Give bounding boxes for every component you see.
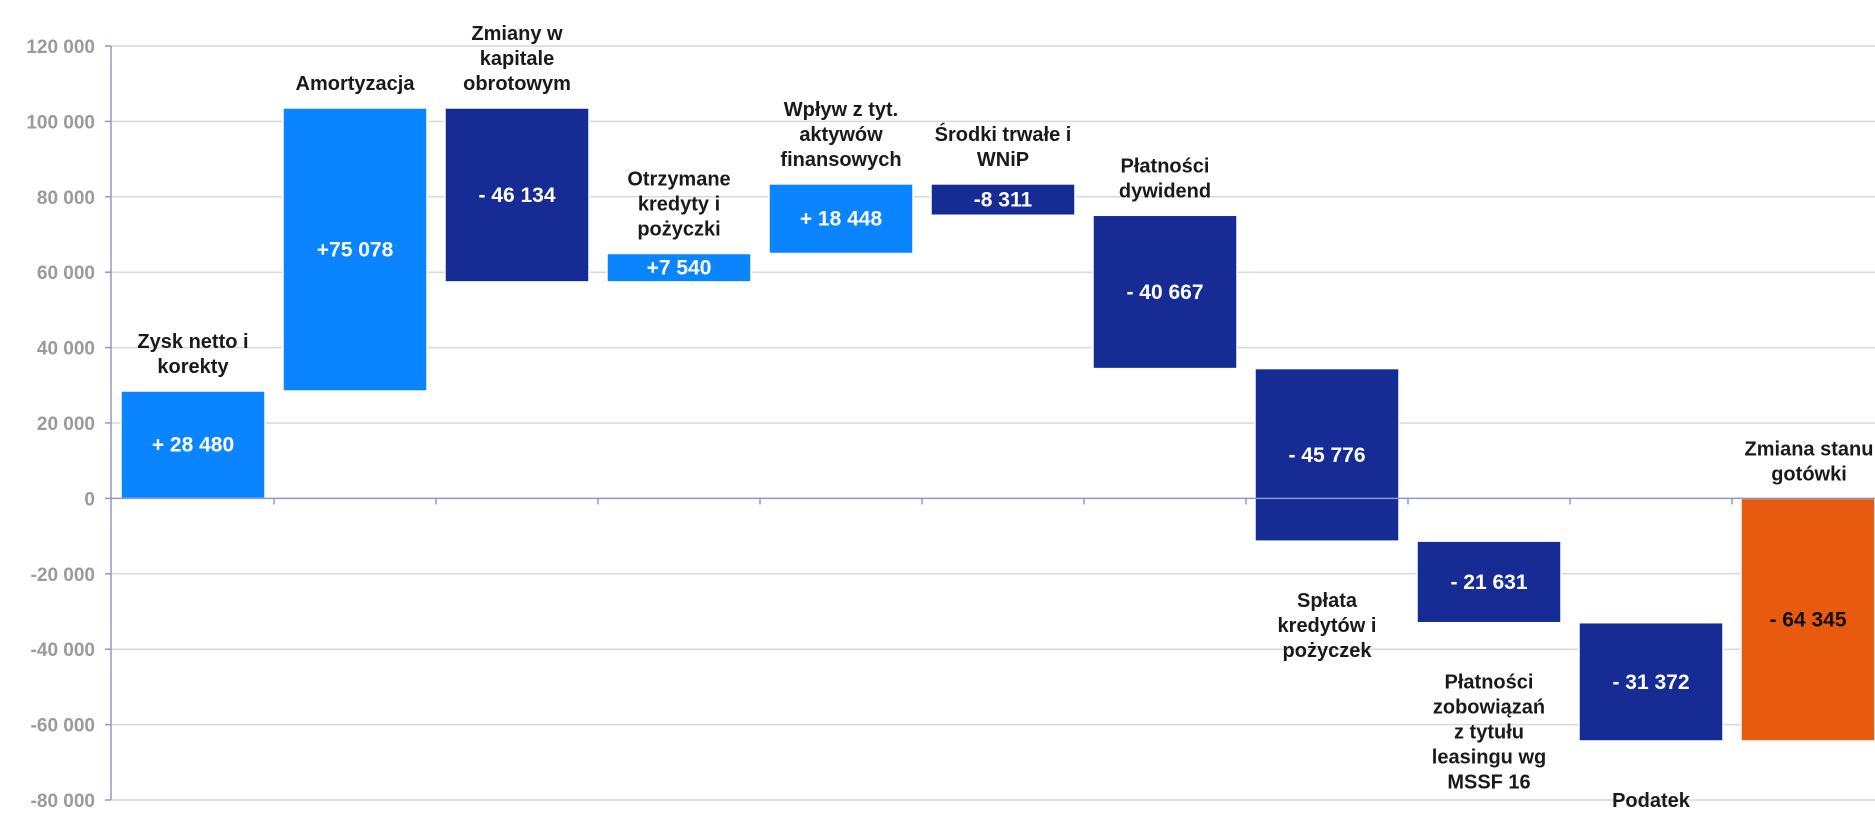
bar-value-label: - 46 134	[478, 184, 555, 207]
category-label: Środki trwałe i WNiP	[935, 122, 1072, 171]
y-tick-label: 120 000	[26, 37, 95, 58]
bar-value-label: + 28 480	[152, 434, 234, 457]
category-label: Wpływ z tyt. aktywów finansowych	[780, 99, 901, 171]
category-label-line: gotówki	[1771, 463, 1847, 485]
category-labels: Zysk netto i korekty Amortyzacja Zmiany w ka…	[137, 23, 1874, 813]
category-label-line: Spłata	[1297, 590, 1358, 612]
waterfall-bar	[606, 252, 752, 283]
category-label: Podatekdochodowy	[1595, 790, 1707, 813]
waterfall-bar	[1578, 621, 1724, 742]
waterfall-bar	[1740, 497, 1875, 742]
category-label-line: Podatek	[1612, 790, 1691, 812]
category-label: Płatności dywidend	[1119, 155, 1211, 202]
category-label-line: WNiP	[977, 149, 1029, 171]
category-label: Zmiany w kapitale obrotowym	[463, 23, 571, 95]
waterfall-bar	[282, 107, 428, 392]
bar-value-label: - 45 776	[1288, 444, 1365, 467]
y-tick-label: 60 000	[37, 263, 95, 284]
category-label-line: Zysk netto i	[137, 331, 248, 353]
category-label-line: Płatności	[1445, 672, 1534, 694]
category-label: Spłata kredytów i pożyczek	[1278, 590, 1377, 662]
y-tick-label: 20 000	[37, 414, 95, 435]
y-tick-label: 40 000	[37, 339, 95, 360]
category-label-line: dywidend	[1119, 180, 1211, 202]
waterfall-bar	[1092, 214, 1238, 370]
bars: + 28 480 +75 078 - 46 134 +7 540 + 18 448 -8 …	[120, 107, 1875, 742]
category-label-line: Amortyzacja	[296, 73, 416, 95]
bar-value-label: +75 078	[317, 239, 394, 262]
category-label-line: MSSF 16	[1447, 772, 1530, 794]
category-label-line: obrotowym	[463, 73, 571, 95]
category-label-line: kapitale	[480, 48, 554, 70]
y-axis-tick-labels: 120 000 100 000 80 000 60 000 40 000 20 000 0 -…	[26, 37, 95, 812]
bar-value-label: - 21 631	[1450, 571, 1527, 594]
category-label-line: pożyczek	[1283, 640, 1373, 662]
category-label-line: Środki trwałe i	[935, 122, 1072, 146]
bar-value-label: +7 540	[647, 257, 712, 280]
category-label-line: kredyty i	[638, 193, 720, 215]
y-tick-label: -40 000	[31, 640, 95, 661]
waterfall-bar	[444, 107, 590, 283]
category-label: Płatności zobowiązań z tytułu leasingu wg MS…	[1432, 672, 1546, 794]
category-label: Zmiana stanu gotówki	[1745, 438, 1874, 485]
waterfall-bar	[120, 390, 266, 500]
category-label: Zysk netto i korekty	[137, 331, 248, 378]
category-label-line: pożyczki	[637, 218, 720, 240]
category-label-line: finansowych	[780, 149, 901, 171]
bar-value-label: - 64 345	[1769, 609, 1846, 632]
bar-value-label: - 40 667	[1126, 281, 1203, 304]
category-label-line: korekty	[157, 356, 229, 378]
category-label-line: kredytów i	[1278, 615, 1377, 637]
y-tick-label: 0	[84, 489, 95, 510]
y-tick-label: 100 000	[26, 112, 95, 133]
y-tick-label: -80 000	[31, 791, 95, 812]
waterfall-bar	[768, 183, 914, 255]
category-label-line: leasingu wg	[1432, 747, 1546, 769]
y-tick-label: 80 000	[37, 188, 95, 209]
category-label-line: Zmiany w	[471, 23, 563, 45]
y-tick-label: -60 000	[31, 716, 95, 737]
category-label-line: Otrzymane	[627, 168, 730, 190]
axes	[105, 45, 1875, 801]
category-label-line: Płatności	[1121, 155, 1210, 177]
category-label-line: Wpływ z tyt.	[784, 99, 898, 121]
category-label: Amortyzacja	[296, 73, 416, 95]
waterfall-bar	[1416, 540, 1562, 624]
category-label-line: aktywów	[799, 124, 883, 146]
waterfall-bar	[1254, 367, 1400, 542]
waterfall-bar	[930, 183, 1076, 217]
category-label-line: Zmiana stanu	[1745, 438, 1874, 460]
category-label-line: zobowiązań	[1433, 697, 1545, 719]
bar-value-label: -8 311	[974, 189, 1033, 212]
y-tick-label: -20 000	[31, 565, 95, 586]
bar-value-label: - 31 372	[1612, 671, 1689, 694]
bar-value-label: + 18 448	[800, 208, 883, 231]
category-label-line: z tytułu	[1454, 722, 1524, 744]
category-label: Otrzymane kredyty i pożyczki	[627, 168, 730, 240]
